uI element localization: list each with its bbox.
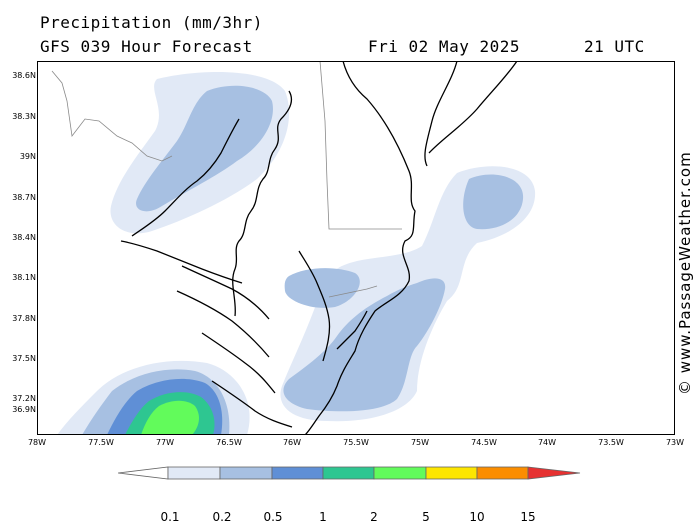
lon-label: 74W (537, 438, 557, 447)
precipitation-map (37, 61, 675, 435)
lat-label: 39N (19, 152, 36, 161)
lon-label: 73W (665, 438, 685, 447)
lat-label: 38.7N (12, 193, 36, 202)
lat-label: 37.5N (12, 354, 36, 363)
legend-colorbar (118, 466, 581, 480)
lon-label: 76W (282, 438, 302, 447)
lon-label: 77W (155, 438, 175, 447)
legend-label: 5 (422, 510, 430, 524)
legend-swatch (167, 466, 221, 480)
legend-swatch (322, 466, 375, 480)
legend-swatch (373, 466, 427, 480)
lat-label: 38.3N (12, 112, 36, 121)
lat-label: 38.4N (12, 233, 36, 242)
precip-band-2-5 (141, 400, 199, 435)
legend-label: 1 (319, 510, 327, 524)
lon-label: 76.5W (216, 438, 242, 447)
lon-label: 77.5W (88, 438, 114, 447)
lon-label: 78W (27, 438, 47, 447)
legend-label: 0.5 (263, 510, 283, 524)
lon-label: 74.5W (471, 438, 497, 447)
legend-label: 0.1 (160, 510, 180, 524)
legend-label: 2 (370, 510, 378, 524)
legend-label: 10 (469, 510, 485, 524)
legend-swatch (219, 466, 273, 480)
forecast-time: 21 UTC (584, 37, 645, 56)
lat-label: 36.9N (12, 405, 36, 414)
lat-label: 37.2N (12, 394, 36, 403)
lat-label: 38.6N (12, 71, 36, 80)
legend-swatch (527, 466, 581, 480)
legend-swatch (118, 466, 169, 480)
legend-swatch (425, 466, 478, 480)
map-frame (37, 61, 675, 435)
legend-swatch (476, 466, 529, 480)
lon-label: 75W (410, 438, 430, 447)
coastlines (120, 61, 518, 435)
lon-label: 73.5W (598, 438, 624, 447)
lat-label: 37.8N (12, 314, 36, 323)
watermark: © www.PassageWeather.com (676, 151, 694, 395)
lon-label: 75.5W (343, 438, 369, 447)
legend-label: 15 (520, 510, 536, 524)
map-title: Precipitation (mm/3hr) (40, 13, 263, 32)
legend-label: 0.2 (212, 510, 232, 524)
forecast-date: Fri 02 May 2025 (368, 37, 520, 56)
state-borders (51, 61, 402, 298)
legend-swatch (271, 466, 324, 480)
forecast-hour: GFS 039 Hour Forecast (40, 37, 253, 56)
lat-label: 38.1N (12, 273, 36, 282)
